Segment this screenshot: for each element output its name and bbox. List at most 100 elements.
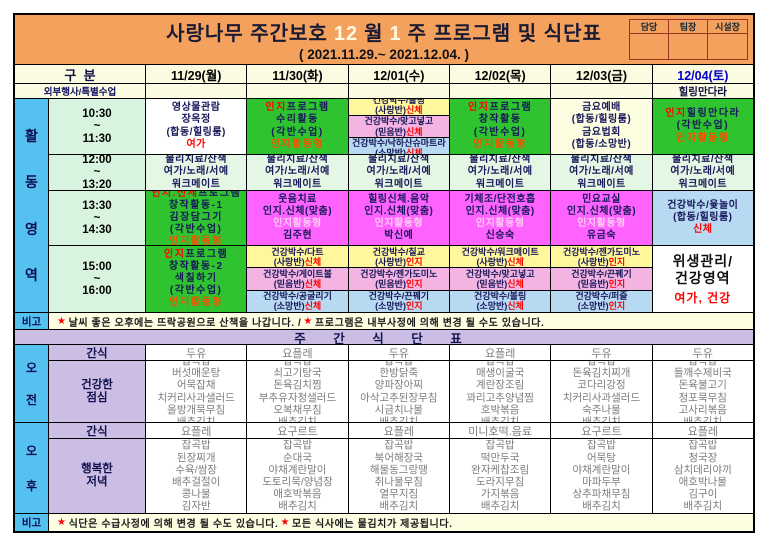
text-line: 건강영역 — [675, 270, 731, 287]
menu-item: 청국장 — [688, 451, 718, 464]
text-segment: (사랑반) — [375, 105, 406, 116]
text-segment: (합동/힐링룸) — [571, 114, 632, 126]
text-line: (합동/힐링룸) — [572, 114, 631, 126]
title-part2: 주 프로그램 및 식단표 — [407, 23, 602, 45]
text-segment: 여가/노래/서예 — [569, 166, 634, 178]
text-segment: (합동/힐링룸) — [673, 211, 733, 223]
text-segment: 워크메이트 — [475, 178, 525, 190]
text-segment: 영상물관람 — [171, 102, 221, 114]
text-line: 인지활동형 — [271, 139, 325, 151]
menu-item: 잡곡밥 — [283, 439, 312, 452]
menu-item: 배추김치 — [683, 415, 723, 422]
note-segment: 프로그램은 내부사정에 의해 변경 될 수도 있습니다. — [314, 317, 545, 329]
text-segment: 프로그램 — [489, 102, 533, 114]
snack-cell: 요플레 — [652, 423, 753, 438]
text-line: 건강박수/다트 — [247, 247, 347, 257]
text-segment: (소망반) — [375, 301, 406, 312]
text-segment: 신체 — [304, 301, 322, 312]
day-header: 12/01(수) — [349, 65, 450, 83]
menu-cell: 잡곡밥한방닭죽양파장아찌아삭고추된장무침시금치나물배추김치 — [348, 361, 450, 422]
snack-cell: 요구르트 — [247, 423, 349, 438]
text-segment: 건강박수/볼링 — [474, 291, 527, 302]
program-cell: 영상물관람 장옥정 (합동/힐링룸) 여가 — [146, 99, 248, 154]
activity-row: 13:30 ~14:30 인지.신체프로그램 창작활동-1 김장담그기 (각반수업) 인지활… — [49, 191, 753, 246]
text-line: 인지.신체(맞춤) — [364, 206, 433, 218]
text-line: 영상물관람 — [172, 102, 221, 114]
menu-cell: 잡곡밥 순대국 야채계란말이 도토리묵/양념장 애호박볶음 배추김치 — [247, 439, 349, 513]
snack-cell: 두유 — [551, 345, 653, 360]
program-cell: 건강박수/젠가도미노 (사랑반)인지 건강박수/끈꿰기 (믿음반)인지 건강박수/퍼즐(… — [551, 246, 653, 312]
text-line: 건강박수/낙하산슈마트라 — [349, 138, 449, 148]
menu-item: 야채계란말이 — [268, 463, 327, 476]
program-cell: 물리치료/산책 여가/노래/서예 워크메이트 — [551, 155, 653, 190]
text-line: 민요교실 — [582, 194, 621, 206]
text-segment: 인지활동형 — [270, 138, 325, 150]
text-segment: (사랑반) — [273, 256, 305, 267]
snack-label: 간식 — [49, 345, 146, 360]
menu-row: 행복한 저녁 잡곡밥 된장찌개 수육/쌈장 배추걸절이 콩나물 김자반 잡곡밥 순대국 야채계란말이… — [49, 439, 753, 513]
text-line: 물리치료/산책 — [469, 155, 530, 166]
program-cell: 물리치료/산책 여가/노래/서예 워크메이트 — [652, 155, 753, 190]
text-segment: 신체 — [507, 301, 524, 312]
text-line: 장옥정 — [182, 114, 211, 126]
text-segment: 물리치료/산책 — [368, 155, 430, 166]
text-segment: 건강박수/워크메이트 — [461, 246, 539, 257]
text-segment: 장옥정 — [181, 114, 211, 126]
text-line: 건강박수/볼링 — [349, 99, 449, 105]
text-segment: 건강박수/끈꿰기 — [368, 291, 430, 302]
menu-item: 취나물무침 — [374, 476, 423, 488]
program-subcell: 건강박수/끈꿰기 (믿음반)인지 — [551, 268, 652, 291]
text-line: (소망반)신체 — [247, 301, 347, 311]
text-segment: 물리치료/산책 — [672, 155, 734, 166]
title-week: 1 — [389, 23, 402, 45]
meal-section: 오전간식두유요플레두유요플레두유두유건강한점심잡곡밥버섯매운탕어묵잡채치커리사과… — [15, 345, 753, 423]
text-line: (소망반)신체 — [450, 301, 550, 311]
text-segment: 인지 — [608, 278, 626, 289]
menu-item: 청포묵무침 — [678, 391, 727, 404]
text-segment: 신체 — [507, 256, 524, 267]
text-line: (합동/소망반) — [572, 139, 631, 151]
menu-item: 잡곡밥 — [688, 361, 717, 367]
text-segment: 인지.신체(맞춤) — [262, 205, 333, 217]
special-activity-cell — [450, 84, 552, 98]
day-header: 11/29(월) — [146, 65, 248, 83]
program-note-row: 비고 ★ 날씨 좋은 오후에는 뜨락공원으로 산책을 나갑니다. / ★ 프로그… — [15, 313, 753, 330]
menu-item: 양파장아찌 — [374, 379, 423, 392]
text-segment: 박신예 — [384, 230, 414, 242]
menu-cell: 잡곡밥돈육김치찌개코다리강정치커리사과샐러드숙주나물배추김치 — [551, 361, 653, 422]
gubun-header: 구 분 — [15, 65, 146, 83]
text-line: 건강박수/볼링 — [450, 291, 550, 301]
program-note-text: ★ 날씨 좋은 오후에는 뜨락공원으로 산책을 나갑니다. / ★ 프로그램은 … — [49, 313, 753, 329]
text-segment: 위생관리/ — [672, 252, 734, 269]
text-segment: 신승숙 — [485, 230, 515, 242]
text-line: 건강박수/게이트볼 — [247, 269, 347, 279]
text-line: 워크메이트 — [679, 179, 728, 190]
text-line: 인지활동형 — [476, 218, 525, 230]
text-segment: 인지 — [164, 248, 186, 260]
text-line: 건강박수/윷놀이 — [667, 200, 738, 212]
vertical-char: 역 — [25, 267, 38, 284]
menu-item: 들깨수제비국 — [673, 367, 732, 380]
vertical-char: 활 — [25, 127, 38, 144]
text-segment: 건강박수/볼링 — [372, 99, 425, 106]
title-part1: 사랑나무 주간보호 — [166, 23, 328, 45]
program-cell: 물리치료/산책 여가/노래/서예 워크메이트 — [348, 155, 450, 190]
text-segment: 기체조/단전호흡 — [464, 193, 536, 205]
menu-item: 돈육김치찜 — [273, 379, 322, 392]
text-segment: 여가, 건강 — [674, 290, 732, 305]
menu-item: 열무지짐 — [379, 488, 419, 501]
program-subcell: 건강박수/다트 (사랑반)신체 — [247, 246, 348, 269]
time-text: 11:30 — [82, 132, 112, 145]
text-line: 인지.신체(맞춤) — [466, 206, 535, 218]
text-line: 유금숙 — [587, 230, 616, 242]
menu-item: 완자케찹조림 — [471, 463, 530, 476]
snack-row: 간식 요플레 요구르트 요플레 미니호떡.음료 요구르트 요플레 — [49, 423, 753, 439]
menu-item: 잡곡밥 — [485, 439, 515, 452]
note-segment: ★ — [280, 517, 291, 528]
program-cell: 기체조/단전호흡 인지.신체(맞춤) 인지활동형 신승숙 — [449, 191, 552, 245]
signoff-table: 담당 팀장 시설장 — [629, 19, 748, 60]
special-activity-row: 외부행사/특별수업 힐링만다라 — [15, 84, 753, 99]
snack-cell: 두유 — [652, 345, 753, 360]
text-segment: (사랑반) — [577, 256, 609, 267]
program-subcell: 건강박수/맞고넣고 (믿음반)신체 — [449, 268, 551, 291]
